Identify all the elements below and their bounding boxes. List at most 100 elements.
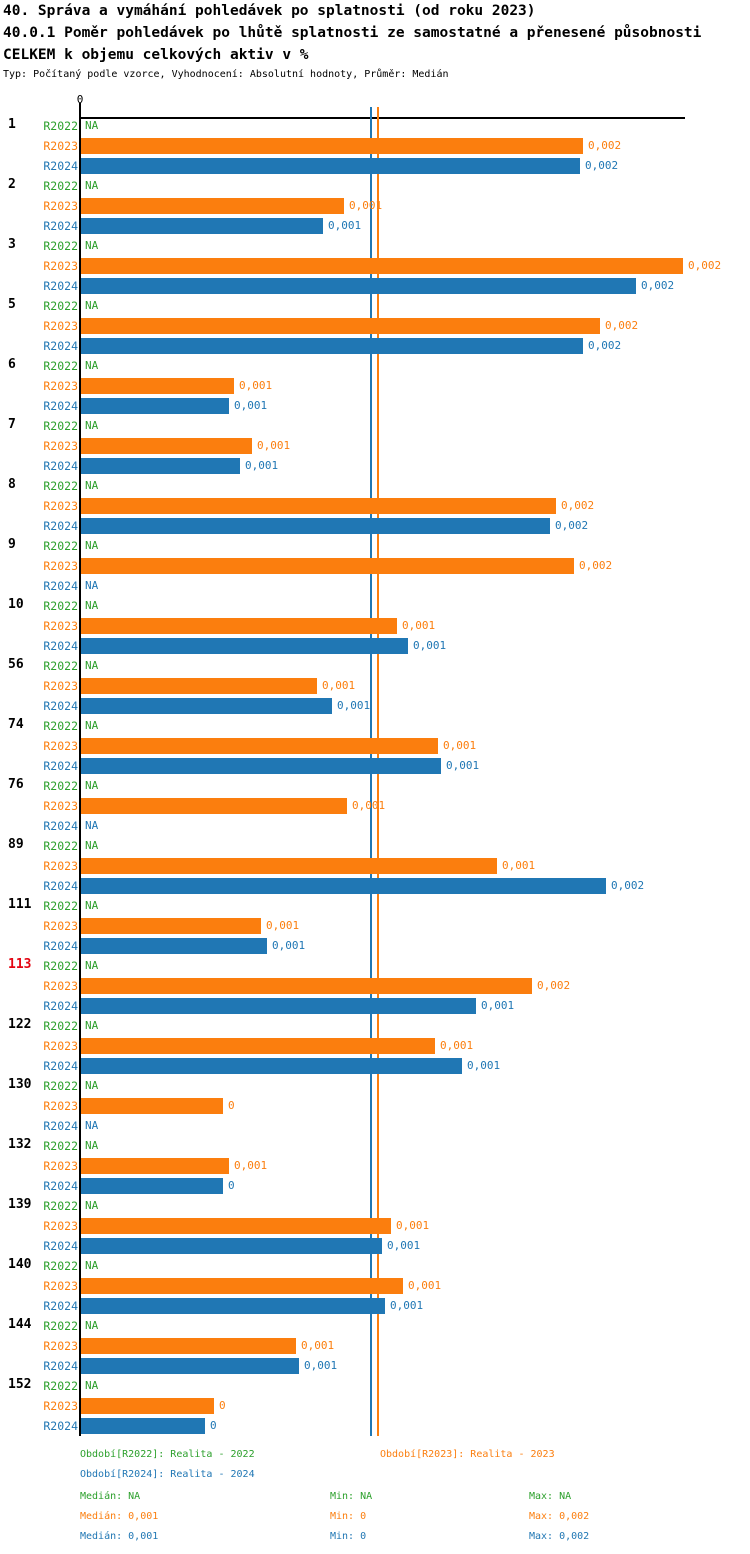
series-label: R2022	[43, 119, 78, 133]
group-label: 89	[8, 837, 24, 852]
group-label: 113	[8, 957, 32, 972]
series-label: R2023	[43, 439, 78, 453]
bar-r2023	[81, 798, 347, 814]
bar-value-label: 0,001	[402, 619, 436, 632]
group-label: 6	[8, 357, 16, 372]
bar-value-label: 0,001	[396, 1219, 430, 1232]
series-label: R2023	[43, 259, 78, 273]
series-label: R2022	[43, 419, 78, 433]
bar-r2023	[81, 1338, 296, 1354]
bar-value-label: 0,002	[688, 259, 722, 272]
na-label: NA	[85, 1119, 99, 1132]
bar-r2024	[81, 1358, 299, 1374]
group-label: 111	[8, 897, 32, 912]
bar-value-label: 0,001	[352, 799, 386, 812]
na-label: NA	[85, 839, 99, 852]
na-label: NA	[85, 479, 99, 492]
series-label: R2023	[43, 619, 78, 633]
bar-value-label: 0,002	[588, 339, 622, 352]
bar-r2023	[81, 978, 532, 994]
bar-r2023	[81, 738, 438, 754]
series-label: R2023	[43, 1279, 78, 1293]
series-label: R2023	[43, 499, 78, 513]
bar-value-label: 0,001	[328, 219, 362, 232]
series-label: R2023	[43, 979, 78, 993]
series-label: R2022	[43, 839, 78, 853]
bar-value-label: 0	[210, 1419, 217, 1432]
page-title: 40. Správa a vymáhání pohledávek po spla…	[3, 3, 536, 19]
series-label: R2024	[43, 219, 78, 233]
series-label: R2023	[43, 559, 78, 573]
series-label: R2024	[43, 999, 78, 1013]
legend-max-r2022: Max: NA	[529, 1491, 572, 1502]
legend-period-r2024: Období[R2024]: Realita - 2024	[80, 1469, 255, 1480]
series-label: R2022	[43, 179, 78, 193]
bar-value-label: 0,001	[446, 759, 480, 772]
bar-value-label: 0,001	[481, 999, 515, 1012]
y-axis-line	[79, 103, 81, 1436]
series-label: R2022	[43, 1199, 78, 1213]
series-label: R2022	[43, 479, 78, 493]
bar-r2023	[81, 378, 234, 394]
bar-r2024	[81, 278, 636, 294]
bar-value-label: 0,002	[537, 979, 571, 992]
na-label: NA	[85, 959, 99, 972]
legend-median-r2023: Medián: 0,001	[80, 1511, 159, 1522]
na-label: NA	[85, 1139, 99, 1152]
bar-r2024	[81, 938, 267, 954]
na-label: NA	[85, 419, 99, 432]
bar-r2023	[81, 1398, 214, 1414]
group-label: 9	[8, 537, 16, 552]
bar-r2023	[81, 1278, 403, 1294]
group-label: 5	[8, 297, 16, 312]
group-label: 7	[8, 417, 16, 432]
bar-r2024	[81, 638, 408, 654]
bar-value-label: 0,001	[257, 439, 291, 452]
bar-value-label: 0,002	[585, 159, 619, 172]
series-label: R2023	[43, 859, 78, 873]
bar-value-label: 0,002	[561, 499, 595, 512]
bar-r2024	[81, 1418, 205, 1434]
bar-value-label: 0,001	[239, 379, 273, 392]
bar-value-label: 0,001	[322, 679, 356, 692]
series-label: R2024	[43, 1059, 78, 1073]
series-label: R2022	[43, 1259, 78, 1273]
na-label: NA	[85, 179, 99, 192]
series-label: R2022	[43, 959, 78, 973]
na-label: NA	[85, 899, 99, 912]
group-label: 2	[8, 177, 16, 192]
bar-r2024	[81, 338, 583, 354]
bar-value-label: 0,001	[337, 699, 371, 712]
series-label: R2023	[43, 1039, 78, 1053]
bar-r2023	[81, 198, 344, 214]
bar-r2024	[81, 218, 323, 234]
group-label: 139	[8, 1197, 32, 1212]
bar-value-label: 0	[228, 1099, 235, 1112]
series-label: R2023	[43, 679, 78, 693]
bar-value-label: 0,001	[502, 859, 536, 872]
legend-min-r2024: Min: 0	[330, 1531, 367, 1542]
bar-r2024	[81, 1298, 385, 1314]
series-label: R2022	[43, 599, 78, 613]
series-label: R2022	[43, 1139, 78, 1153]
bar-value-label: 0,002	[641, 279, 675, 292]
legend-max-r2024: Max: 0,002	[529, 1531, 590, 1542]
series-label: R2022	[43, 1079, 78, 1093]
bar-value-label: 0,002	[555, 519, 589, 532]
legend-min-r2022: Min: NA	[330, 1491, 373, 1502]
bar-value-label: 0,001	[234, 399, 268, 412]
bar-r2023	[81, 558, 574, 574]
series-label: R2022	[43, 899, 78, 913]
bar-value-label: 0,001	[390, 1299, 424, 1312]
series-label: R2024	[43, 639, 78, 653]
series-label: R2023	[43, 1219, 78, 1233]
bar-r2023	[81, 858, 497, 874]
bar-value-label: 0,002	[588, 139, 622, 152]
series-label: R2024	[43, 939, 78, 953]
legend-period-r2022: Období[R2022]: Realita - 2022	[80, 1449, 255, 1460]
na-label: NA	[85, 659, 99, 672]
series-label: R2024	[43, 1359, 78, 1373]
group-label: 56	[8, 657, 24, 672]
na-label: NA	[85, 239, 99, 252]
chart-subtitle-line1: 40.0.1 Poměr pohledávek po lhůtě splatno…	[3, 25, 702, 41]
